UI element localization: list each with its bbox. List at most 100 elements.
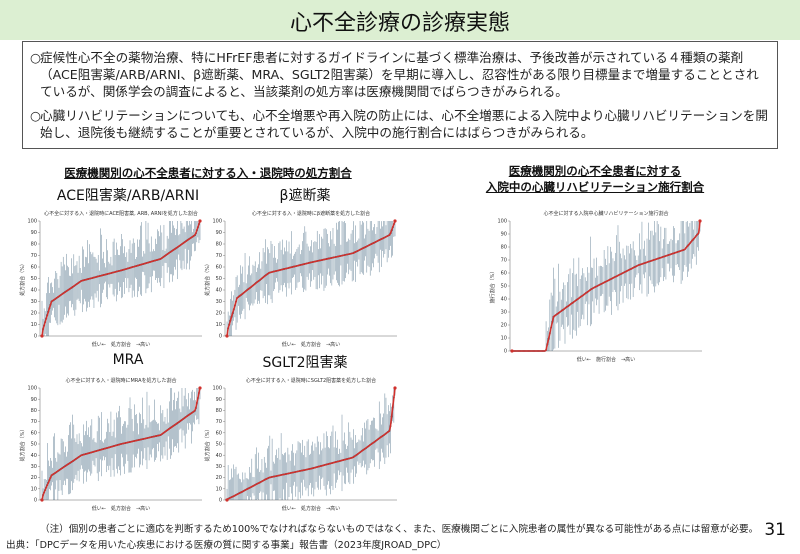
y-tick-label: 0 bbox=[34, 498, 37, 504]
paragraph-text: 心臓リハビリテーションについても、心不全増悪や再入院の防止には、心不全増悪による… bbox=[40, 108, 768, 140]
y-tick-label: 10 bbox=[501, 336, 507, 342]
y-tick-label: 10 bbox=[216, 322, 222, 328]
y-tick-label: 70 bbox=[501, 258, 507, 264]
subtitle-beta-blocker: β遮断薬 bbox=[279, 188, 331, 204]
y-tick-label: 0 bbox=[504, 349, 507, 355]
paragraph-text: 症候性心不全の薬物治療、特にHFrEF患者に対するガイドラインに基づく標準治療は… bbox=[40, 50, 759, 99]
x-axis-label: 低い← 処方割合 →高い bbox=[282, 505, 340, 512]
y-tick-label: 60 bbox=[31, 430, 37, 436]
y-axis-label: 施行割合（%） bbox=[489, 269, 496, 304]
y-tick-label: 80 bbox=[31, 408, 37, 414]
x-axis-label: 低い← 施行割合 →高い bbox=[577, 356, 635, 363]
chart-svg: 心不全に対する入・退院時にSGLT2阻害薬を処方した割合 0 10 20 30 40 50 6… bbox=[204, 377, 397, 512]
y-tick-label: 0 bbox=[219, 334, 222, 340]
curve-endpoint bbox=[198, 219, 202, 223]
y-tick-label: 100 bbox=[212, 386, 222, 392]
y-tick-label: 70 bbox=[216, 253, 222, 259]
chart-cardiac-rehab: 心不全に対する入院中心臓リハビリテーション施行割合 0 10 20 30 40 50 60 70… bbox=[488, 205, 708, 365]
prescription-heading: 医療機関別の心不全患者に対する入・退院時の処方割合 bbox=[64, 166, 352, 180]
curve-endpoint bbox=[393, 386, 397, 390]
y-tick-label: 100 bbox=[497, 219, 507, 225]
y-tick-label: 90 bbox=[31, 230, 37, 236]
chart-acei: 心不全に対する入・退院時にACE阻害薬, ARB, ARNIを処方した割合 0 10… bbox=[18, 205, 208, 350]
chart-svg: 心不全に対する入・退院時にβ遮断薬を処方した割合 0 10 20 30 40 50 60 70 8… bbox=[204, 210, 397, 348]
y-axis-label: 処方割合（%） bbox=[204, 261, 211, 296]
rehab-heading-line1: 医療機関別の心不全患者に対する bbox=[508, 164, 682, 178]
curve-endpoint bbox=[510, 349, 514, 353]
y-tick-label: 0 bbox=[34, 334, 37, 340]
curve-endpoint bbox=[225, 334, 229, 338]
y-tick-label: 30 bbox=[216, 464, 222, 470]
y-tick-label: 80 bbox=[216, 242, 222, 248]
summary-box bbox=[22, 41, 778, 149]
y-axis-label: 処方割合（%） bbox=[204, 427, 211, 462]
y-tick-label: 10 bbox=[216, 486, 222, 492]
chart-svg: 心不全に対する入・退院時にACE阻害薬, ARB, ARNIを処方した割合 0 10… bbox=[19, 210, 202, 348]
y-tick-label: 30 bbox=[216, 299, 222, 305]
y-axis-label: 処方割合（%） bbox=[19, 261, 26, 296]
y-tick-label: 100 bbox=[27, 386, 37, 392]
y-tick-label: 40 bbox=[31, 288, 37, 294]
x-axis-label: 低い← 処方割合 →高い bbox=[92, 505, 150, 512]
curve-endpoint bbox=[393, 219, 397, 223]
y-tick-label: 80 bbox=[31, 242, 37, 248]
chart-title: 心不全に対する入・退院時にSGLT2阻害薬を処方した割合 bbox=[246, 377, 376, 384]
title-bar bbox=[0, 0, 800, 40]
chart-svg: 心不全に対する入院中心臓リハビリテーション施行割合 0 10 20 30 40 50 60 70… bbox=[489, 210, 702, 363]
chart-title: 心不全に対する入・退院時にMRAを処方した割合 bbox=[65, 377, 176, 384]
median-curve bbox=[41, 220, 201, 337]
footnote: （注）個別の患者ごとに適応を判断するため100%でなければならないものではなく、… bbox=[40, 524, 759, 535]
chart-title: 心不全に対する入・退院時にβ遮断薬を処方した割合 bbox=[252, 210, 370, 217]
y-tick-label: 80 bbox=[501, 245, 507, 251]
y-tick-label: 50 bbox=[216, 276, 222, 282]
curve-endpoint bbox=[198, 386, 202, 390]
y-tick-label: 100 bbox=[27, 219, 37, 225]
curve-endpoint bbox=[40, 498, 44, 502]
y-tick-label: 20 bbox=[501, 323, 507, 329]
y-tick-label: 30 bbox=[31, 464, 37, 470]
y-tick-label: 50 bbox=[501, 284, 507, 290]
subtitle-mra: MRA bbox=[112, 352, 144, 368]
median-curve bbox=[226, 387, 396, 501]
y-tick-label: 20 bbox=[216, 311, 222, 317]
y-tick-label: 40 bbox=[501, 297, 507, 303]
y-tick-label: 40 bbox=[216, 453, 222, 459]
y-tick-label: 60 bbox=[216, 265, 222, 271]
y-tick-label: 60 bbox=[216, 430, 222, 436]
y-tick-label: 50 bbox=[31, 276, 37, 282]
y-tick-label: 100 bbox=[212, 219, 222, 225]
median-curve bbox=[226, 220, 396, 337]
y-tick-label: 60 bbox=[31, 265, 37, 271]
curve-endpoint bbox=[40, 334, 44, 338]
summary-paragraph-2: ○ 心臓リハビリテーションについても、心不全増悪や再入院の防止には、心不全増悪に… bbox=[30, 107, 770, 141]
y-tick-label: 70 bbox=[216, 419, 222, 425]
y-tick-label: 10 bbox=[31, 322, 37, 328]
page-number: 31 bbox=[764, 520, 786, 540]
bullet-marker: ○ bbox=[30, 108, 41, 123]
chart-svg: 心不全に対する入・退院時にMRAを処方した割合 0 10 20 30 40 50 60 70 80… bbox=[19, 377, 202, 512]
y-tick-label: 70 bbox=[31, 419, 37, 425]
chart-title: 心不全に対する入院中心臓リハビリテーション施行割合 bbox=[544, 210, 669, 217]
curve-endpoint bbox=[698, 219, 702, 223]
y-tick-label: 90 bbox=[216, 397, 222, 403]
summary-paragraph-1: ○ 症候性心不全の薬物治療、特にHFrEF患者に対するガイドラインに基づく標準治… bbox=[30, 49, 770, 100]
y-tick-label: 90 bbox=[216, 230, 222, 236]
chart-sglt2: 心不全に対する入・退院時にSGLT2阻害薬を処方した割合 0 10 20 30 40 50 6… bbox=[203, 372, 403, 514]
y-tick-label: 70 bbox=[31, 253, 37, 259]
chart-title: 心不全に対する入・退院時にACE阻害薬, ARB, ARNIを処方した割合 bbox=[44, 210, 198, 217]
source-citation: 出典：「DPCデータを用いた心疾患における医療の質に関する事業」報告書（2023… bbox=[6, 540, 447, 551]
y-tick-label: 60 bbox=[501, 271, 507, 277]
y-tick-label: 30 bbox=[31, 299, 37, 305]
x-axis-label: 低い← 処方割合 →高い bbox=[92, 341, 150, 348]
y-tick-label: 30 bbox=[501, 310, 507, 316]
median-curve bbox=[41, 387, 201, 501]
median-curve bbox=[512, 220, 701, 352]
y-tick-label: 90 bbox=[501, 232, 507, 238]
y-tick-label: 20 bbox=[31, 311, 37, 317]
y-tick-label: 0 bbox=[219, 498, 222, 504]
y-tick-label: 20 bbox=[31, 475, 37, 481]
y-axis-label: 処方割合（%） bbox=[19, 427, 26, 462]
y-tick-label: 20 bbox=[216, 475, 222, 481]
y-tick-label: 40 bbox=[216, 288, 222, 294]
curve-endpoint bbox=[225, 498, 229, 502]
